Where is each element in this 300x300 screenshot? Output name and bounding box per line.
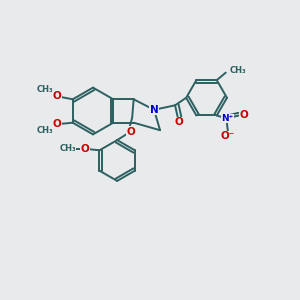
Text: CH₃: CH₃ bbox=[59, 144, 76, 153]
Text: O: O bbox=[175, 117, 184, 128]
Text: O: O bbox=[53, 119, 62, 129]
Text: CH₃: CH₃ bbox=[36, 85, 53, 94]
Text: O⁻: O⁻ bbox=[221, 131, 235, 142]
Text: CH₃: CH₃ bbox=[36, 126, 53, 135]
Text: N⁺: N⁺ bbox=[221, 114, 233, 123]
Text: O: O bbox=[53, 91, 62, 101]
Text: N: N bbox=[150, 105, 158, 115]
Text: O: O bbox=[239, 110, 248, 121]
Text: O: O bbox=[81, 144, 89, 154]
Text: CH₃: CH₃ bbox=[230, 66, 246, 75]
Text: O: O bbox=[126, 127, 135, 137]
